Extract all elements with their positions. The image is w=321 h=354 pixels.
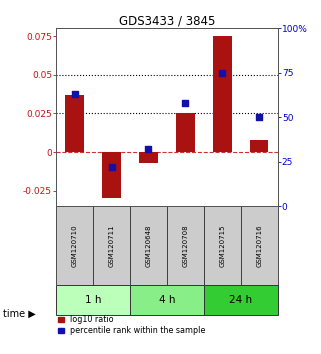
- Title: GDS3433 / 3845: GDS3433 / 3845: [119, 14, 215, 27]
- Text: time ▶: time ▶: [3, 308, 36, 318]
- Text: 4 h: 4 h: [159, 295, 175, 305]
- Point: [109, 164, 114, 170]
- Bar: [213, 36, 231, 152]
- Point: [256, 114, 262, 120]
- Legend: log10 ratio, percentile rank within the sample: log10 ratio, percentile rank within the …: [58, 315, 205, 335]
- FancyBboxPatch shape: [56, 206, 93, 285]
- Text: GSM120648: GSM120648: [145, 224, 152, 267]
- Bar: [139, 152, 158, 163]
- Point: [220, 70, 225, 76]
- Text: 24 h: 24 h: [229, 295, 252, 305]
- Bar: [65, 95, 84, 152]
- Text: 1 h: 1 h: [85, 295, 101, 305]
- Bar: [250, 140, 268, 152]
- FancyBboxPatch shape: [56, 285, 130, 315]
- Text: GSM120715: GSM120715: [219, 224, 225, 267]
- FancyBboxPatch shape: [204, 206, 241, 285]
- Point: [146, 147, 151, 152]
- Point: [72, 91, 77, 97]
- Text: GSM120708: GSM120708: [182, 224, 188, 267]
- FancyBboxPatch shape: [130, 285, 204, 315]
- Bar: [102, 152, 121, 199]
- FancyBboxPatch shape: [204, 285, 278, 315]
- Text: GSM120710: GSM120710: [72, 224, 78, 267]
- Text: GSM120711: GSM120711: [108, 224, 115, 267]
- FancyBboxPatch shape: [130, 206, 167, 285]
- Text: GSM120716: GSM120716: [256, 224, 262, 267]
- Bar: [176, 113, 195, 152]
- FancyBboxPatch shape: [167, 206, 204, 285]
- FancyBboxPatch shape: [241, 206, 278, 285]
- FancyBboxPatch shape: [93, 206, 130, 285]
- Point: [183, 100, 188, 106]
